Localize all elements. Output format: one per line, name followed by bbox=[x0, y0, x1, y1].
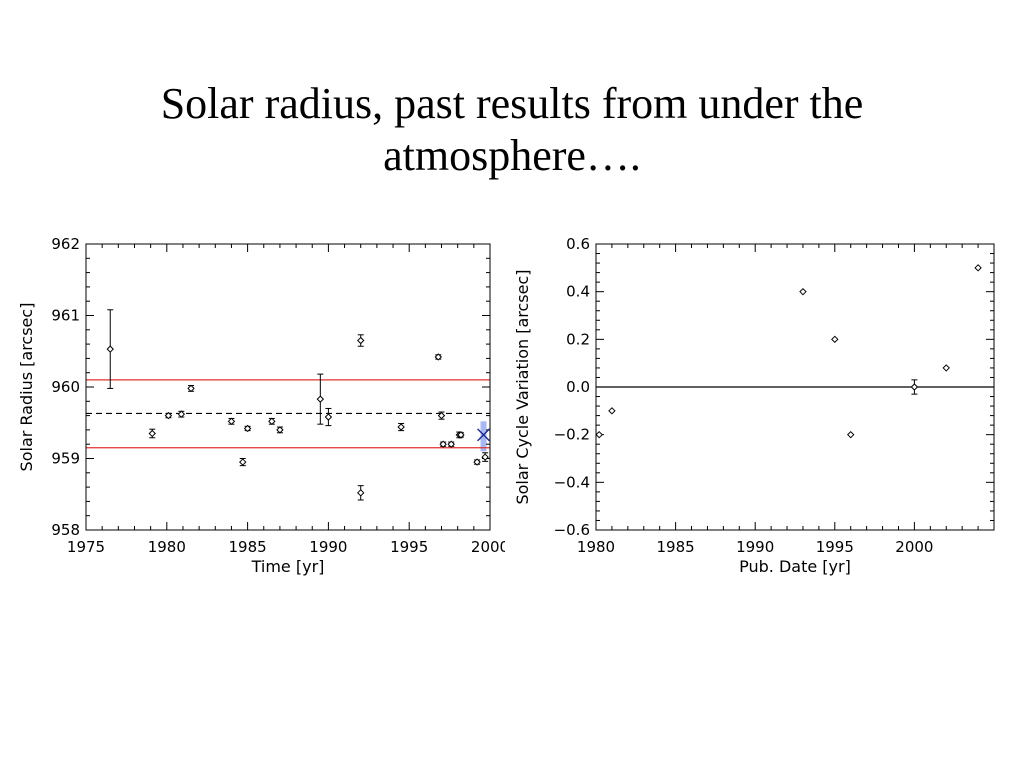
y-tick-label: 958 bbox=[51, 521, 80, 539]
y-tick-label: 0.4 bbox=[566, 283, 590, 301]
data-point bbox=[357, 489, 365, 497]
data-point bbox=[447, 440, 455, 448]
data-point bbox=[187, 384, 195, 393]
data-point bbox=[799, 287, 807, 296]
y-tick-label: 0.0 bbox=[566, 378, 590, 396]
data-point bbox=[268, 417, 276, 426]
data-point bbox=[473, 458, 481, 466]
data-point bbox=[595, 430, 603, 439]
y-axis-label: Solar Cycle Variation [arcsec] bbox=[513, 269, 532, 504]
highlight-marker bbox=[477, 428, 491, 442]
data-point bbox=[106, 345, 114, 353]
x-tick-label: 2000 bbox=[895, 538, 933, 556]
data-point bbox=[276, 426, 284, 434]
y-tick-label: −0.6 bbox=[554, 521, 590, 539]
data-point bbox=[324, 413, 333, 421]
data-point bbox=[439, 440, 447, 448]
data-point bbox=[974, 264, 982, 272]
data-point bbox=[481, 453, 489, 461]
y-tick-label: −0.4 bbox=[554, 473, 590, 491]
solar-cycle-variation-chart: 1980 1985 1990 1995 2000 −0.6 −0.4 −0.2 0.0 0.2 0.… bbox=[513, 235, 995, 576]
x-axis-label: Pub. Date [yr] bbox=[739, 557, 851, 576]
x-tick-label: 1975 bbox=[67, 538, 105, 556]
x-tick-label: 1990 bbox=[309, 538, 347, 556]
y-tick-label: 960 bbox=[51, 378, 80, 396]
highlight-band bbox=[480, 421, 487, 452]
y-tick-label: −0.2 bbox=[554, 426, 590, 444]
x-tick-label: 1980 bbox=[148, 538, 186, 556]
y-tick-label: 959 bbox=[51, 450, 80, 468]
data-point bbox=[608, 407, 616, 415]
data-point bbox=[942, 364, 950, 372]
slide-title-line-1: Solar radius, past results from under th… bbox=[160, 79, 864, 128]
y-tick-label: 0.6 bbox=[566, 235, 590, 253]
data-point bbox=[831, 335, 839, 344]
data-point bbox=[177, 410, 186, 418]
data-point bbox=[910, 383, 919, 391]
x-tick-label: 1990 bbox=[736, 538, 774, 556]
x-tick-label: 1985 bbox=[229, 538, 267, 556]
data-point bbox=[434, 353, 442, 361]
data-point bbox=[316, 395, 325, 403]
data-point bbox=[227, 417, 236, 426]
slide-title-line-2: atmosphere…. bbox=[383, 131, 641, 180]
data-point bbox=[243, 424, 252, 433]
x-tick-label: 1985 bbox=[657, 538, 695, 556]
y-tick-label: 962 bbox=[51, 235, 80, 253]
data-point bbox=[437, 411, 446, 420]
x-tick-label: 1980 bbox=[577, 538, 615, 556]
x-tick-label: 1995 bbox=[390, 538, 428, 556]
data-point bbox=[357, 336, 365, 345]
x-tick-label: 1995 bbox=[816, 538, 854, 556]
data-point bbox=[847, 430, 855, 439]
solar-radius-chart: 1975 1980 1985 1990 1995 2000 958 959 960 961 962 T… bbox=[17, 235, 505, 576]
data-point bbox=[397, 423, 405, 431]
data-point bbox=[148, 429, 156, 438]
slide-title: Solar radius, past results from under th… bbox=[0, 78, 1024, 182]
data-point bbox=[239, 458, 247, 466]
y-axis-label: Solar Radius [arcsec] bbox=[17, 303, 36, 472]
y-tick-label: 0.2 bbox=[566, 330, 590, 348]
x-axis-label: Time [yr] bbox=[251, 557, 325, 576]
x-tick-label: 2000 bbox=[471, 538, 505, 556]
y-tick-label: 961 bbox=[51, 307, 80, 325]
data-point bbox=[164, 411, 173, 420]
data-point bbox=[457, 431, 465, 439]
plot-frame bbox=[85, 243, 491, 531]
